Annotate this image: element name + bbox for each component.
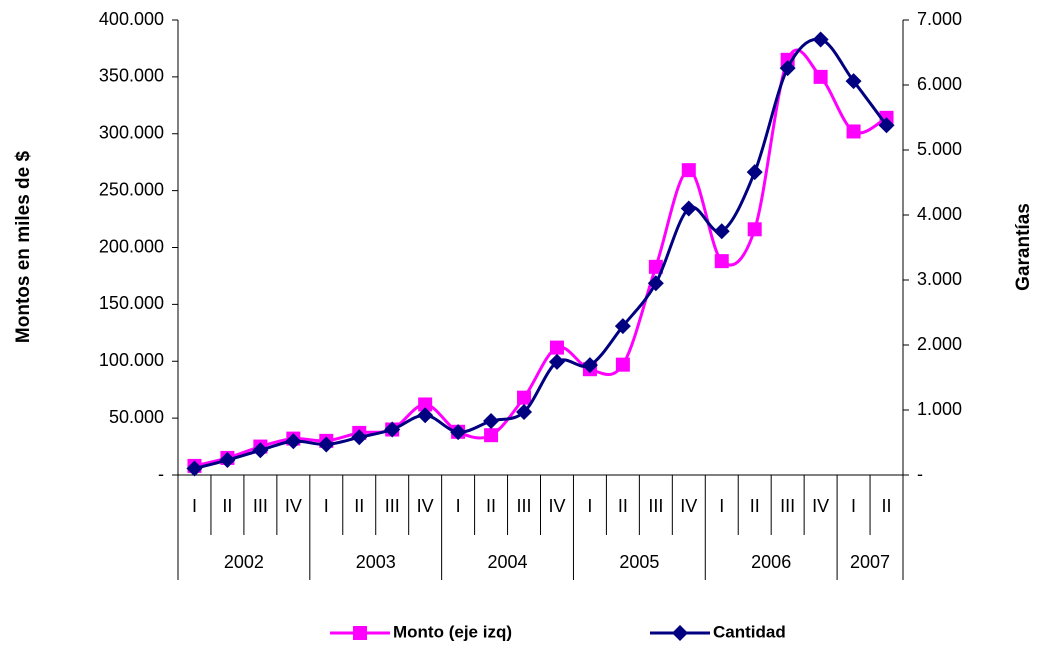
- x-tick-label: IV: [285, 496, 302, 516]
- series-line: [194, 37, 888, 470]
- x-tick-label: IV: [812, 496, 829, 516]
- x-tick-label: I: [324, 496, 329, 516]
- marker: [351, 429, 368, 446]
- x-tick-label: I: [851, 496, 856, 516]
- x-tick-label: I: [192, 496, 197, 516]
- group-label: 2003: [356, 552, 396, 572]
- y-tick-label: 150.000: [99, 293, 164, 313]
- y-tick-label: -: [158, 464, 164, 484]
- marker: [713, 223, 730, 240]
- x-tick-label: II: [354, 496, 364, 516]
- y2-tick-label: 5.000: [917, 139, 962, 159]
- x-tick-label: I: [719, 496, 724, 516]
- marker: [845, 73, 862, 90]
- y2-tick-label: 7.000: [917, 9, 962, 29]
- x-tick-label: II: [618, 496, 628, 516]
- legend-label: Monto (eje izq): [393, 622, 512, 641]
- marker: [746, 164, 763, 181]
- marker: [681, 163, 696, 178]
- marker: [318, 436, 335, 453]
- x-tick-label: III: [385, 496, 400, 516]
- marker: [581, 357, 598, 374]
- marker: [615, 357, 630, 372]
- legend-marker: [672, 625, 688, 641]
- marker: [418, 397, 433, 412]
- marker: [549, 340, 564, 355]
- marker: [384, 421, 401, 438]
- y-tick-label: 350.000: [99, 66, 164, 86]
- marker: [648, 259, 663, 274]
- marker: [714, 254, 729, 269]
- marker: [812, 31, 829, 48]
- legend-marker: [353, 626, 367, 640]
- marker: [285, 433, 302, 450]
- legend-label: Cantidad: [713, 622, 786, 641]
- x-tick-label: III: [648, 496, 663, 516]
- y-axis-title: Montos en miles de $: [13, 150, 34, 343]
- marker: [450, 424, 467, 441]
- marker: [548, 353, 565, 370]
- marker: [417, 407, 434, 424]
- marker: [878, 117, 895, 134]
- marker: [813, 69, 828, 84]
- group-label: 2005: [619, 552, 659, 572]
- x-tick-label: III: [517, 496, 532, 516]
- marker: [614, 318, 631, 335]
- x-tick-label: II: [882, 496, 892, 516]
- group-label: 2004: [488, 552, 528, 572]
- group-label: 2006: [751, 552, 791, 572]
- x-tick-label: II: [222, 496, 232, 516]
- marker: [219, 452, 236, 469]
- y-tick-label: 300.000: [99, 123, 164, 143]
- x-tick-label: IV: [548, 496, 565, 516]
- y-tick-label: 100.000: [99, 350, 164, 370]
- x-tick-label: II: [750, 496, 760, 516]
- x-tick-label: III: [253, 496, 268, 516]
- marker: [483, 413, 500, 430]
- marker: [252, 442, 269, 459]
- marker: [779, 60, 796, 77]
- y-tick-label: 400.000: [99, 9, 164, 29]
- marker: [647, 275, 664, 292]
- marker: [484, 428, 499, 443]
- y2-tick-label: 2.000: [917, 334, 962, 354]
- marker: [186, 460, 203, 477]
- y2-tick-label: 3.000: [917, 269, 962, 289]
- y2-tick-label: 1.000: [917, 399, 962, 419]
- marker: [680, 200, 697, 217]
- y2-tick-label: 4.000: [917, 204, 962, 224]
- y2-axis-title: Garantías: [1013, 203, 1034, 291]
- group-label: 2007: [850, 552, 890, 572]
- marker: [517, 390, 532, 405]
- x-tick-label: I: [456, 496, 461, 516]
- marker: [516, 403, 533, 420]
- x-tick-label: III: [780, 496, 795, 516]
- x-tick-label: IV: [680, 496, 697, 516]
- x-tick-label: IV: [417, 496, 434, 516]
- group-label: 2002: [224, 552, 264, 572]
- x-tick-label: II: [486, 496, 496, 516]
- marker: [846, 124, 861, 139]
- y-tick-label: 250.000: [99, 179, 164, 199]
- x-tick-label: I: [587, 496, 592, 516]
- y2-tick-label: -: [917, 464, 923, 484]
- marker: [747, 222, 762, 237]
- y2-tick-label: 6.000: [917, 74, 962, 94]
- y-tick-label: 50.000: [109, 407, 164, 427]
- y-tick-label: 200.000: [99, 236, 164, 256]
- series-line: [194, 48, 888, 468]
